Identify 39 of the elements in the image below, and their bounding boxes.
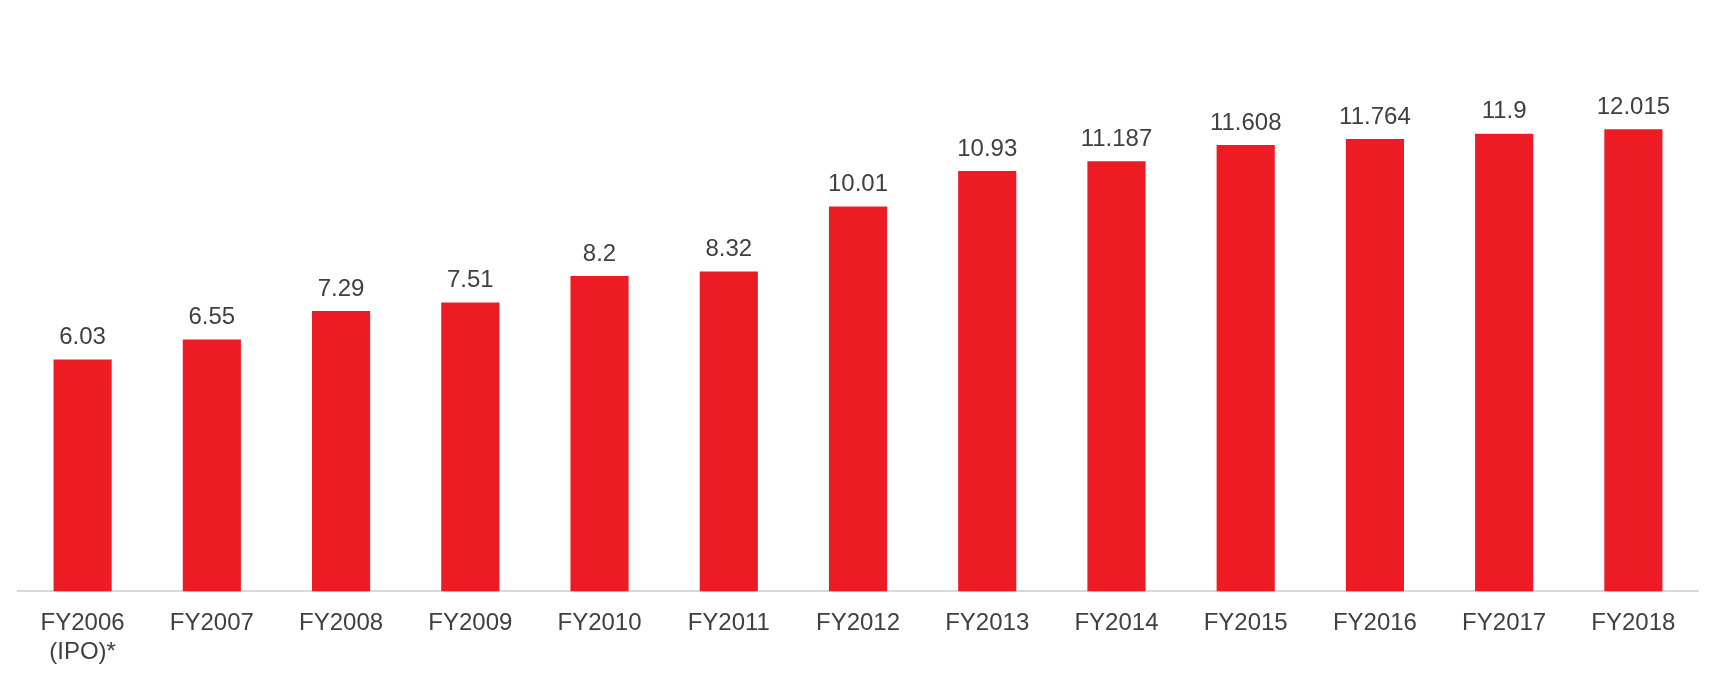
x-tick-label: FY2016 bbox=[1332, 608, 1417, 636]
data-label: 11.608 bbox=[1209, 107, 1282, 135]
x-tick-label: FY2017 bbox=[1462, 608, 1547, 636]
bar bbox=[570, 276, 629, 592]
data-label: 11.9 bbox=[1481, 96, 1527, 124]
x-tick-label: FY2018 bbox=[1591, 608, 1676, 636]
bar bbox=[1475, 133, 1534, 592]
x-tick-label: FY2007 bbox=[169, 608, 254, 636]
x-tick-label: FY2006 (IPO)* bbox=[40, 608, 125, 665]
x-tick-label: FY2012 bbox=[815, 608, 901, 636]
bar bbox=[699, 271, 758, 592]
bar bbox=[1345, 138, 1404, 592]
bar bbox=[1216, 144, 1275, 592]
bar bbox=[828, 206, 888, 592]
bar bbox=[182, 339, 241, 592]
data-label: 8.32 bbox=[705, 234, 753, 262]
data-label: 10.93 bbox=[957, 133, 1018, 161]
bar bbox=[312, 311, 371, 592]
data-label: 11.764 bbox=[1339, 101, 1411, 129]
x-tick-label: FY2010 bbox=[557, 608, 642, 636]
x-tick-label: FY2014 bbox=[1074, 608, 1159, 636]
bar bbox=[53, 359, 112, 592]
bar bbox=[958, 171, 1017, 592]
data-label: 12.015 bbox=[1596, 91, 1671, 119]
data-label: 6.03 bbox=[59, 322, 106, 350]
data-label: 10.01 bbox=[827, 169, 889, 197]
data-label: 7.29 bbox=[317, 273, 365, 301]
bar bbox=[1087, 161, 1146, 592]
data-label: 7.51 bbox=[446, 265, 494, 293]
x-tick-label: FY2013 bbox=[945, 608, 1030, 636]
data-label: 11.187 bbox=[1080, 123, 1153, 151]
bar bbox=[1604, 129, 1663, 592]
x-tick-label: FY2009 bbox=[428, 608, 513, 636]
x-tick-label: FY2011 bbox=[687, 608, 770, 636]
x-tick-label: FY2008 bbox=[299, 608, 384, 636]
x-tick-label: FY2015 bbox=[1203, 608, 1288, 636]
data-label: 8.2 bbox=[582, 238, 617, 266]
data-label: 6.55 bbox=[188, 302, 236, 330]
bar bbox=[441, 302, 500, 592]
